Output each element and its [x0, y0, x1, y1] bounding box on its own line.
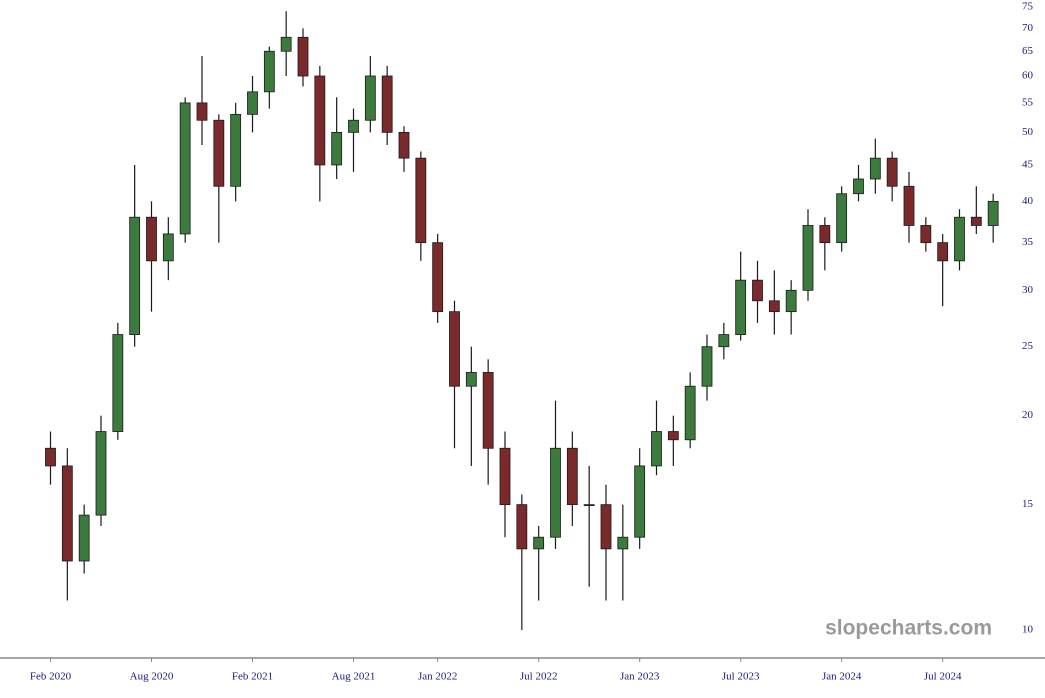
x-tick-label: Jul 2023: [722, 671, 760, 683]
y-tick-label: 15: [1022, 498, 1034, 510]
candle-body: [415, 157, 427, 244]
candle-body: [297, 36, 309, 77]
candle-body: [886, 157, 898, 187]
candle-body: [465, 372, 477, 387]
candle-body: [196, 102, 208, 121]
y-tick-label: 35: [1022, 236, 1034, 248]
candle-body: [146, 216, 157, 262]
candle-body: [331, 131, 343, 166]
candle-body: [364, 75, 376, 121]
candle-body: [566, 447, 578, 506]
candle-body: [718, 334, 730, 348]
x-tick-label: Feb 2020: [30, 671, 72, 683]
candle-body: [903, 185, 915, 226]
candle-body: [263, 50, 275, 93]
candle-body: [280, 36, 292, 52]
candle-body: [684, 385, 696, 441]
y-tick-label: 40: [1022, 195, 1034, 207]
candle-body: [432, 242, 444, 313]
y-tick-label: 10: [1022, 624, 1034, 636]
x-tick-label: Aug 2021: [332, 671, 376, 683]
candle-body: [785, 289, 797, 313]
candle-body: [869, 157, 881, 180]
candle-body: [768, 300, 780, 313]
candle-body: [937, 242, 949, 262]
candle-body: [398, 131, 410, 159]
x-tick-label: Jan 2023: [620, 671, 660, 683]
y-tick-label: 30: [1022, 284, 1034, 296]
candle-body: [802, 225, 814, 291]
y-tick-label: 50: [1022, 126, 1034, 138]
candle-body: [701, 346, 713, 387]
y-tick-label: 20: [1022, 409, 1034, 421]
candle-body: [667, 431, 679, 441]
candle-body: [651, 431, 662, 467]
candle-body: [617, 536, 629, 550]
watermark: slopecharts.com: [825, 617, 992, 640]
x-tick-label: Jul 2024: [924, 671, 962, 683]
candle-body: [752, 279, 763, 302]
y-tick-label: 70: [1022, 22, 1034, 34]
x-tick-label: Jan 2024: [822, 671, 862, 683]
candle-body: [230, 113, 242, 187]
candle-body: [970, 216, 982, 226]
y-tick-label: 25: [1022, 340, 1034, 352]
x-tick-label: Aug 2020: [130, 671, 174, 683]
candle-body: [853, 178, 864, 195]
candle-body: [78, 514, 90, 562]
x-tick-label: Feb 2021: [232, 671, 273, 683]
candle-body: [482, 372, 494, 449]
candle-body: [819, 225, 831, 244]
candle-body: [348, 119, 359, 133]
y-tick-label: 60: [1022, 70, 1034, 82]
candle-body: [95, 431, 107, 516]
candle-body: [112, 334, 124, 432]
candle-body: [836, 193, 848, 244]
candle-body: [516, 504, 528, 550]
candle-body: [550, 447, 561, 538]
candle-body: [162, 233, 174, 262]
y-tick-label: 55: [1022, 96, 1034, 108]
y-tick-label: 65: [1022, 45, 1034, 57]
candle-body: [45, 447, 56, 467]
x-tick-label: Jul 2022: [520, 671, 558, 683]
candle-body: [179, 102, 191, 235]
candle-body: [129, 216, 141, 335]
candle-body: [987, 200, 999, 226]
y-tick-label: 75: [1022, 1, 1034, 13]
candle-body: [533, 536, 545, 550]
y-tick-label: 45: [1022, 158, 1034, 170]
candle-body: [499, 447, 511, 506]
candle-body: [381, 75, 393, 133]
x-tick-label: Jan 2022: [418, 671, 457, 683]
candle-body: [247, 91, 258, 115]
candle-body: [735, 279, 747, 335]
candle-body: [213, 119, 225, 187]
candle-body: [583, 504, 595, 507]
candle-body: [449, 311, 460, 387]
candle-body: [920, 225, 932, 244]
candle-body: [634, 465, 646, 538]
candle-body: [954, 216, 965, 262]
candle-body: [600, 504, 612, 550]
candle-body: [61, 465, 73, 562]
candle-body: [314, 75, 326, 166]
